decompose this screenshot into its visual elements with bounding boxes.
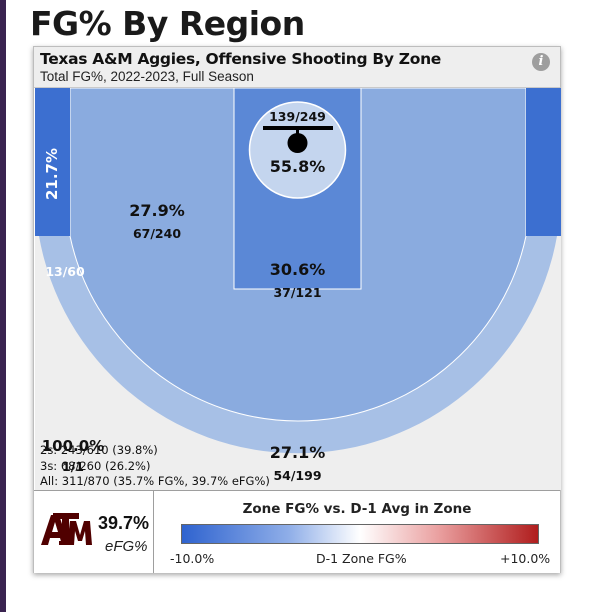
hoop xyxy=(287,133,308,153)
legend-max-label: +10.0% xyxy=(500,551,551,566)
zone-right-corner-three xyxy=(526,88,561,236)
efg-value: 39.7% xyxy=(98,513,150,533)
efg-label: eFG% xyxy=(105,538,148,555)
legend-mid-label: D-1 Zone FG% xyxy=(316,551,407,566)
page-title: FG% By Region xyxy=(30,4,305,43)
summary-twos: 2s: 243/610 (39.8%) xyxy=(40,443,158,457)
label-paint-made-att: 37/121 xyxy=(273,285,321,300)
footer-divider xyxy=(153,491,154,573)
card-title: Texas A&M Aggies, Offensive Shooting By … xyxy=(40,50,442,68)
legend-color-bar xyxy=(181,524,539,544)
legend-min-label: -10.0% xyxy=(170,551,215,566)
label-corner-pct: 21.7% xyxy=(43,148,61,200)
texas-am-logo xyxy=(41,513,92,545)
label-midrange-pct: 27.9% xyxy=(129,201,185,220)
card-header: Texas A&M Aggies, Offensive Shooting By … xyxy=(34,47,560,88)
card-footer: 39.7% eFG% Zone FG% vs. D-1 Avg in Zone … xyxy=(34,490,560,573)
legend-title: Zone FG% vs. D-1 Avg in Zone xyxy=(242,501,472,517)
label-rim-pct: 55.8% xyxy=(270,157,326,176)
label-above-break-pct: 27.1% xyxy=(270,443,326,462)
summary-all: All: 311/870 (35.7% FG%, 39.7% eFG%) xyxy=(40,474,270,488)
info-icon[interactable]: i xyxy=(532,53,550,71)
summary-threes: 3s: 68/260 (26.2%) xyxy=(40,458,151,473)
summary-block: 2s: 243/610 (39.8%) 3s: 68/260 (26.2%) A… xyxy=(40,443,270,490)
court-chart: 139/249 55.8% 30.6% 37/121 27.9% 67/240 … xyxy=(35,88,561,490)
label-long-range-made-att: 1/1 xyxy=(62,459,84,474)
shot-chart-card: Texas A&M Aggies, Offensive Shooting By … xyxy=(33,46,561,573)
left-edge-strip xyxy=(0,0,6,612)
label-rim-made-att: 139/249 xyxy=(269,109,326,124)
label-paint-pct: 30.6% xyxy=(270,260,326,279)
card-subtitle: Total FG%, 2022-2023, Full Season xyxy=(40,69,254,84)
label-long-range-pct: 100.0% xyxy=(42,437,104,455)
label-corner-made-att: 13/60 xyxy=(45,264,85,279)
zone-left-corner-three xyxy=(35,88,70,236)
label-above-break-made-att: 54/199 xyxy=(273,468,321,483)
label-midrange-made-att: 67/240 xyxy=(133,226,181,241)
backboard xyxy=(263,126,333,130)
